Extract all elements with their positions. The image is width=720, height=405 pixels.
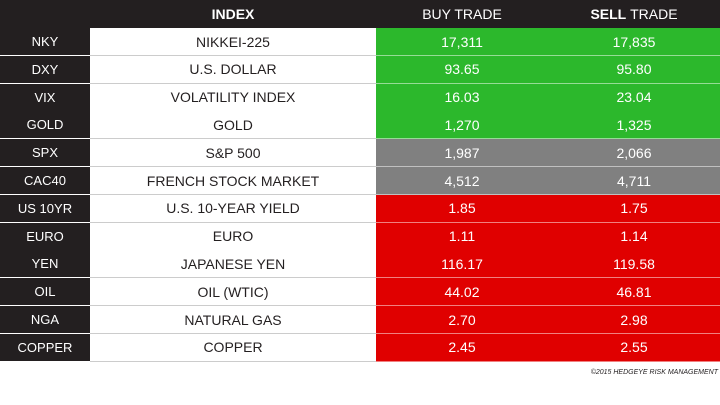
index-cell: FRENCH STOCK MARKET — [90, 167, 376, 195]
ticker-cell: NKY — [0, 28, 90, 56]
table-row: GOLD GOLD 1,270 1,325 — [0, 111, 720, 140]
table-row: NGA NATURAL GAS 2.70 2.98 — [0, 306, 720, 334]
sell-cell: 23.04 — [548, 83, 720, 112]
ticker-cell: VIX — [0, 83, 90, 112]
table-row: EURO EURO 1.11 1.14 — [0, 222, 720, 251]
header-sell: SELL TRADE — [548, 0, 720, 28]
index-cell: U.S. 10-YEAR YIELD — [90, 194, 376, 223]
index-cell: OIL (WTIC) — [90, 278, 376, 307]
table-row: VIX VOLATILITY INDEX 16.03 23.04 — [0, 83, 720, 112]
table-row: COPPER COPPER 2.45 2.55 — [0, 333, 720, 362]
header-row: INDEX BUY TRADE SELL TRADE — [0, 0, 720, 28]
buy-cell: 17,311 — [376, 28, 548, 56]
sell-cell: 1.75 — [548, 194, 720, 223]
header-index: INDEX — [90, 0, 376, 28]
buy-cell: 1.11 — [376, 222, 548, 251]
ticker-cell: COPPER — [0, 333, 90, 362]
header-text: BUY TRADE — [422, 6, 502, 22]
buy-cell: 44.02 — [376, 278, 548, 307]
ticker-cell: DXY — [0, 55, 90, 84]
index-cell: GOLD — [90, 111, 376, 140]
header-text: SELL — [590, 6, 627, 22]
ticker-cell: CAC40 — [0, 167, 90, 195]
sell-cell: 119.58 — [548, 250, 720, 279]
index-cell: S&P 500 — [90, 139, 376, 168]
buy-cell: 1,270 — [376, 111, 548, 140]
table-row: OIL OIL (WTIC) 44.02 46.81 — [0, 278, 720, 307]
index-cell: VOLATILITY INDEX — [90, 83, 376, 112]
sell-cell: 2,066 — [548, 139, 720, 168]
table-row: US 10YR U.S. 10-YEAR YIELD 1.85 1.75 — [0, 194, 720, 223]
sell-cell: 2.55 — [548, 333, 720, 362]
table-row: NKY NIKKEI-225 17,311 17,835 — [0, 28, 720, 56]
buy-cell: 93.65 — [376, 55, 548, 84]
table-row: YEN JAPANESE YEN 116.17 119.58 — [0, 250, 720, 279]
ticker-cell: EURO — [0, 222, 90, 251]
ticker-cell: OIL — [0, 278, 90, 307]
header-text: INDEX — [211, 6, 255, 22]
index-cell: COPPER — [90, 333, 376, 362]
buy-cell: 2.45 — [376, 333, 548, 362]
header-blank — [0, 0, 90, 28]
ticker-cell: YEN — [0, 250, 90, 279]
table-row: DXY U.S. DOLLAR 93.65 95.80 — [0, 55, 720, 84]
sell-cell: 1,325 — [548, 111, 720, 140]
buy-cell: 16.03 — [376, 83, 548, 112]
ticker-cell: SPX — [0, 139, 90, 168]
sell-cell: 1.14 — [548, 222, 720, 251]
index-cell: EURO — [90, 222, 376, 251]
buy-cell: 4,512 — [376, 167, 548, 195]
sell-cell: 2.98 — [548, 306, 720, 334]
sell-cell: 46.81 — [548, 278, 720, 307]
ticker-cell: US 10YR — [0, 194, 90, 223]
index-cell: U.S. DOLLAR — [90, 55, 376, 84]
index-cell: NATURAL GAS — [90, 306, 376, 334]
header-text: TRADE — [630, 6, 678, 22]
buy-cell: 1,987 — [376, 139, 548, 168]
buy-cell: 116.17 — [376, 250, 548, 279]
sell-cell: 4,711 — [548, 167, 720, 195]
sell-cell: 17,835 — [548, 28, 720, 56]
ticker-cell: NGA — [0, 306, 90, 334]
sell-cell: 95.80 — [548, 55, 720, 84]
index-cell: JAPANESE YEN — [90, 250, 376, 279]
table-row: CAC40 FRENCH STOCK MARKET 4,512 4,711 — [0, 167, 720, 195]
buy-cell: 2.70 — [376, 306, 548, 334]
buy-cell: 1.85 — [376, 194, 548, 223]
ticker-cell: GOLD — [0, 111, 90, 140]
index-cell: NIKKEI-225 — [90, 28, 376, 56]
footer: ©2015 HEDGEYE RISK MANAGEMENT — [590, 369, 718, 376]
header-buy: BUY TRADE — [376, 0, 548, 28]
table-row: SPX S&P 500 1,987 2,066 — [0, 139, 720, 168]
